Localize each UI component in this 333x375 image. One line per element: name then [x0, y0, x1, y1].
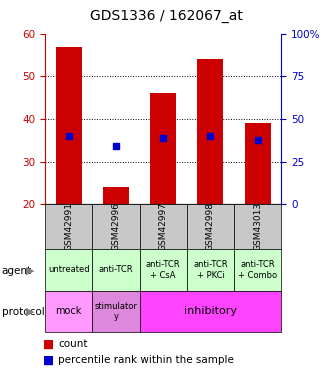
Bar [245, 123, 271, 204]
Point [255, 136, 260, 142]
Bar [92, 291, 140, 332]
Text: GSM42997: GSM42997 [159, 202, 168, 251]
Text: anti-TCR
+ PKCi: anti-TCR + PKCi [193, 260, 228, 280]
Point [161, 135, 166, 141]
Bar [187, 204, 234, 249]
Text: GSM42991: GSM42991 [64, 202, 73, 251]
Text: ■: ■ [43, 338, 54, 351]
Text: untreated: untreated [48, 266, 89, 274]
Bar [92, 249, 140, 291]
Bar [56, 46, 82, 204]
Bar [187, 249, 234, 291]
Text: anti-TCR
+ Combo: anti-TCR + Combo [238, 260, 277, 280]
Bar [92, 204, 140, 249]
Text: mock: mock [55, 306, 82, 316]
Text: ▶: ▶ [26, 266, 34, 276]
Text: protocol: protocol [2, 307, 44, 317]
Text: ■: ■ [43, 354, 54, 366]
Point [208, 133, 213, 139]
Text: agent: agent [2, 266, 32, 276]
Text: GSM43013: GSM43013 [253, 202, 262, 251]
Bar [45, 204, 92, 249]
Bar [140, 249, 187, 291]
Text: ▶: ▶ [26, 307, 34, 317]
Text: count: count [58, 339, 88, 349]
Text: GSM42998: GSM42998 [206, 202, 215, 251]
Text: stimulator
y: stimulator y [95, 302, 137, 321]
Point [66, 133, 71, 139]
Bar [197, 59, 223, 204]
Text: anti-TCR: anti-TCR [99, 266, 133, 274]
Text: GSM42996: GSM42996 [111, 202, 121, 251]
Point [113, 143, 119, 149]
Text: inhibitory: inhibitory [184, 306, 237, 316]
Bar [103, 188, 129, 204]
Bar [45, 291, 92, 332]
Bar [234, 204, 281, 249]
Bar [140, 291, 281, 332]
Bar [150, 93, 176, 204]
Text: anti-TCR
+ CsA: anti-TCR + CsA [146, 260, 180, 280]
Text: GDS1336 / 162067_at: GDS1336 / 162067_at [90, 9, 243, 23]
Text: percentile rank within the sample: percentile rank within the sample [58, 355, 234, 365]
Bar [234, 249, 281, 291]
Bar [45, 249, 92, 291]
Bar [140, 204, 187, 249]
